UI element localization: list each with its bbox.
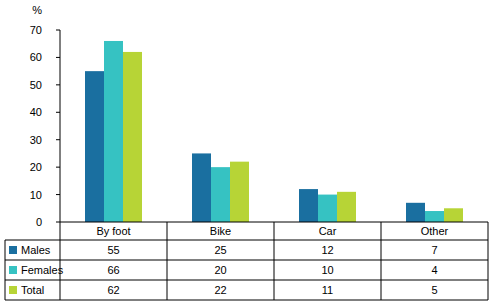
legend-label: Males bbox=[21, 244, 51, 256]
table-line bbox=[5, 240, 6, 300]
bar bbox=[337, 192, 356, 222]
bar bbox=[406, 203, 425, 222]
legend-label: Females bbox=[21, 264, 64, 276]
y-tick bbox=[56, 167, 60, 168]
bar bbox=[211, 167, 230, 222]
table-line bbox=[488, 222, 489, 300]
bar bbox=[318, 195, 337, 222]
y-tick bbox=[56, 139, 60, 140]
bar bbox=[299, 189, 318, 222]
category-label: Bike bbox=[210, 225, 231, 237]
y-tick-label: 20 bbox=[30, 161, 42, 173]
y-tick-label: 10 bbox=[30, 189, 42, 201]
y-axis-label: % bbox=[32, 4, 42, 16]
y-tick bbox=[56, 194, 60, 195]
table-line bbox=[274, 222, 275, 300]
legend-label: Total bbox=[21, 284, 44, 296]
bars bbox=[85, 41, 463, 222]
category-label: Other bbox=[421, 225, 449, 237]
bar bbox=[85, 71, 104, 222]
y-tick-label: 40 bbox=[30, 106, 42, 118]
data-label: 4 bbox=[431, 264, 437, 276]
data-label: 11 bbox=[322, 284, 333, 296]
y-tick bbox=[56, 84, 60, 85]
data-table: By foot Bike Car Other Males 55 25 12 7 Females 66… bbox=[5, 222, 488, 300]
y-tick bbox=[56, 112, 60, 113]
table-line bbox=[5, 300, 488, 301]
category-label: Car bbox=[319, 225, 337, 237]
chart-svg: 0 10 20 30 40 50 60 70% By foot Bike Car Other Males… bbox=[0, 0, 491, 303]
data-label: 62 bbox=[107, 284, 119, 296]
data-label: 5 bbox=[431, 284, 437, 296]
table-line bbox=[60, 222, 61, 300]
y-tick bbox=[56, 222, 60, 223]
legend-swatch bbox=[9, 266, 17, 274]
y-tick-label: 70 bbox=[30, 24, 42, 36]
y-tick-label: 0 bbox=[36, 216, 42, 228]
data-label: 66 bbox=[107, 264, 119, 276]
table-line bbox=[5, 280, 488, 281]
data-label: 25 bbox=[214, 244, 226, 256]
table-line bbox=[167, 222, 168, 300]
y-tick-label: 60 bbox=[30, 51, 42, 63]
bar bbox=[444, 208, 463, 222]
data-label: 22 bbox=[214, 284, 226, 296]
data-label: 20 bbox=[214, 264, 226, 276]
bar bbox=[123, 52, 142, 222]
data-label: 7 bbox=[431, 244, 437, 256]
legend-swatch bbox=[9, 286, 17, 294]
data-label: 12 bbox=[321, 244, 333, 256]
y-axis-line bbox=[60, 30, 61, 222]
y-tick-label: 30 bbox=[30, 134, 42, 146]
data-label: 10 bbox=[321, 264, 333, 276]
bar bbox=[230, 162, 249, 222]
table-line bbox=[5, 260, 488, 261]
category-label: By foot bbox=[96, 225, 130, 237]
bar bbox=[192, 153, 211, 222]
y-tick bbox=[56, 30, 60, 31]
y-tick-label: 50 bbox=[30, 79, 42, 91]
bar bbox=[104, 41, 123, 222]
table-line bbox=[5, 240, 488, 241]
legend-swatch bbox=[9, 246, 17, 254]
table-line bbox=[381, 222, 382, 300]
data-label: 55 bbox=[107, 244, 119, 256]
chart-container: 0 10 20 30 40 50 60 70% By foot Bike Car Other Males… bbox=[0, 0, 491, 303]
bar bbox=[425, 211, 444, 222]
y-tick bbox=[56, 57, 60, 58]
